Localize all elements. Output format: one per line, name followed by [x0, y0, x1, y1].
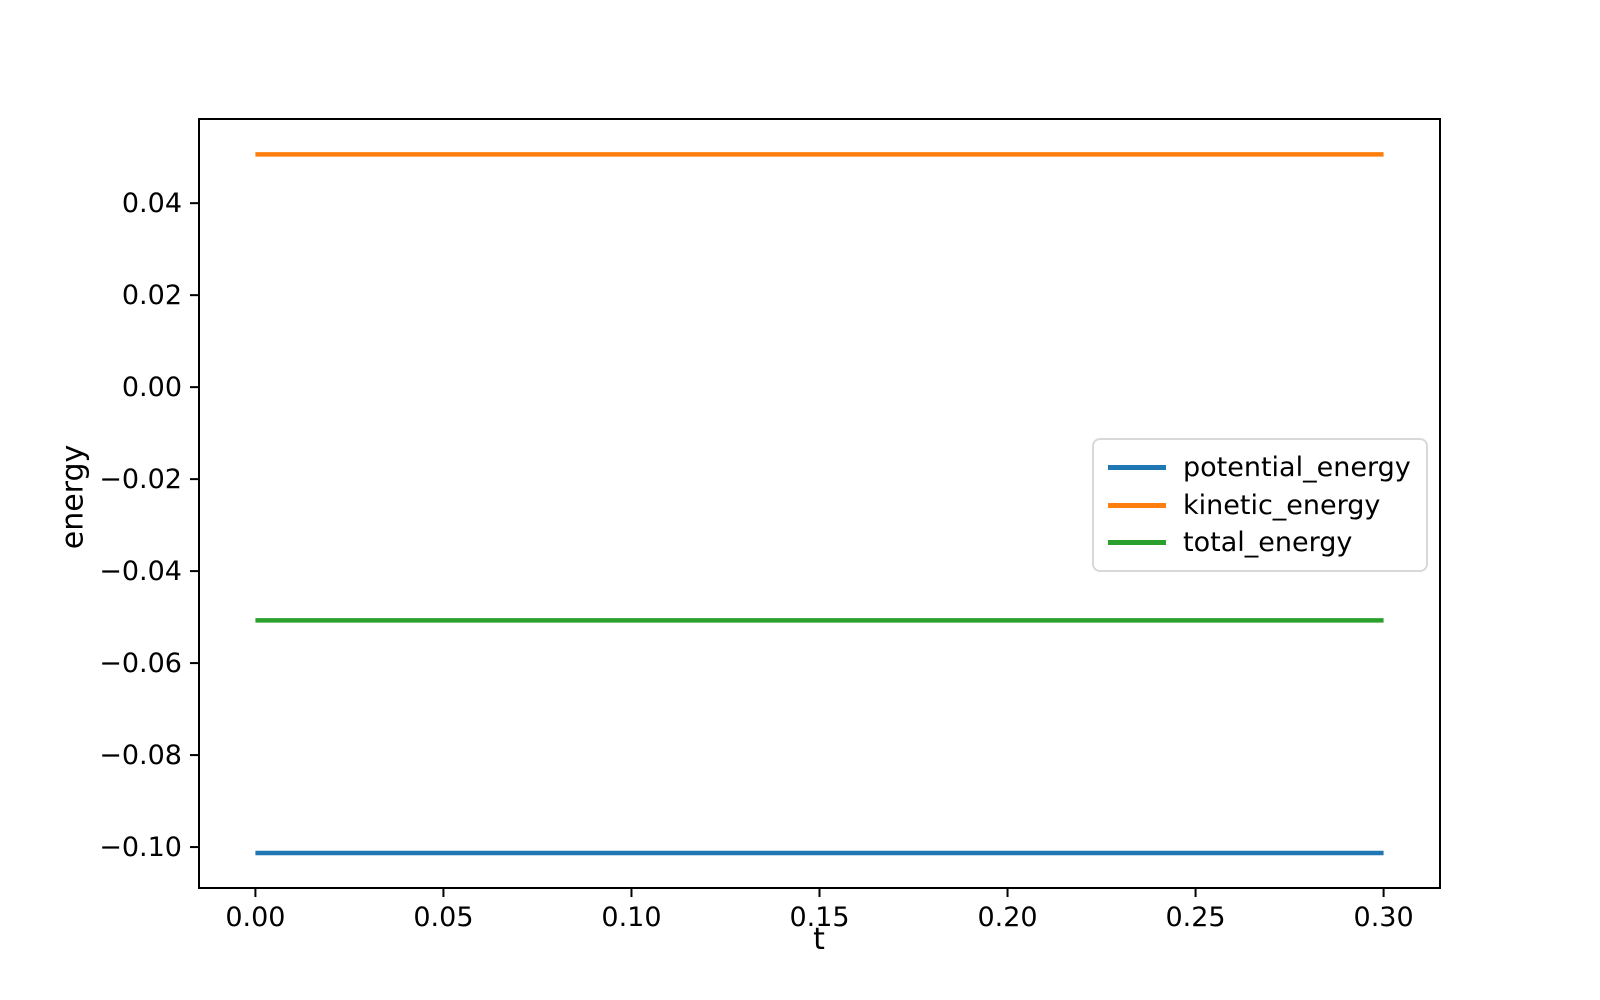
legend-item-label: total_energy [1183, 526, 1353, 558]
x-tick-label: 0.30 [1354, 902, 1414, 933]
y-tick-label: 0.04 [122, 188, 182, 219]
x-tick-label: 0.10 [601, 902, 661, 933]
y-axis-label: energy [55, 444, 91, 550]
x-tick-label: 0.00 [225, 902, 285, 933]
legend-line-sample [1108, 465, 1166, 471]
legend-item: total_energy [1108, 529, 1412, 556]
legend-line-sample [1108, 539, 1166, 545]
x-axis-label: t [813, 922, 825, 957]
plot-border [198, 118, 1441, 889]
x-tick-label: 0.25 [1165, 902, 1225, 933]
legend-item: kinetic_energy [1108, 492, 1412, 519]
legend-line-sample [1108, 502, 1166, 508]
legend-item: potential_energy [1108, 454, 1412, 481]
y-tick-label: 0.02 [122, 280, 182, 311]
x-tick-label: 0.05 [413, 902, 473, 933]
x-tick-label: 0.20 [977, 902, 1037, 933]
legend-item-label: potential_energy [1183, 452, 1411, 484]
y-tick-label: −0.10 [99, 832, 182, 863]
y-tick-label: −0.04 [99, 556, 182, 587]
y-tick-label: −0.02 [99, 464, 182, 495]
y-tick-label: −0.08 [99, 740, 182, 771]
x-tick-label: 0.15 [789, 902, 849, 933]
legend-item-label: kinetic_energy [1183, 489, 1381, 521]
y-tick-label: −0.06 [99, 648, 182, 679]
y-tick-label: 0.00 [122, 372, 182, 403]
legend: potential_energy kinetic_energy total_en… [1092, 438, 1428, 572]
